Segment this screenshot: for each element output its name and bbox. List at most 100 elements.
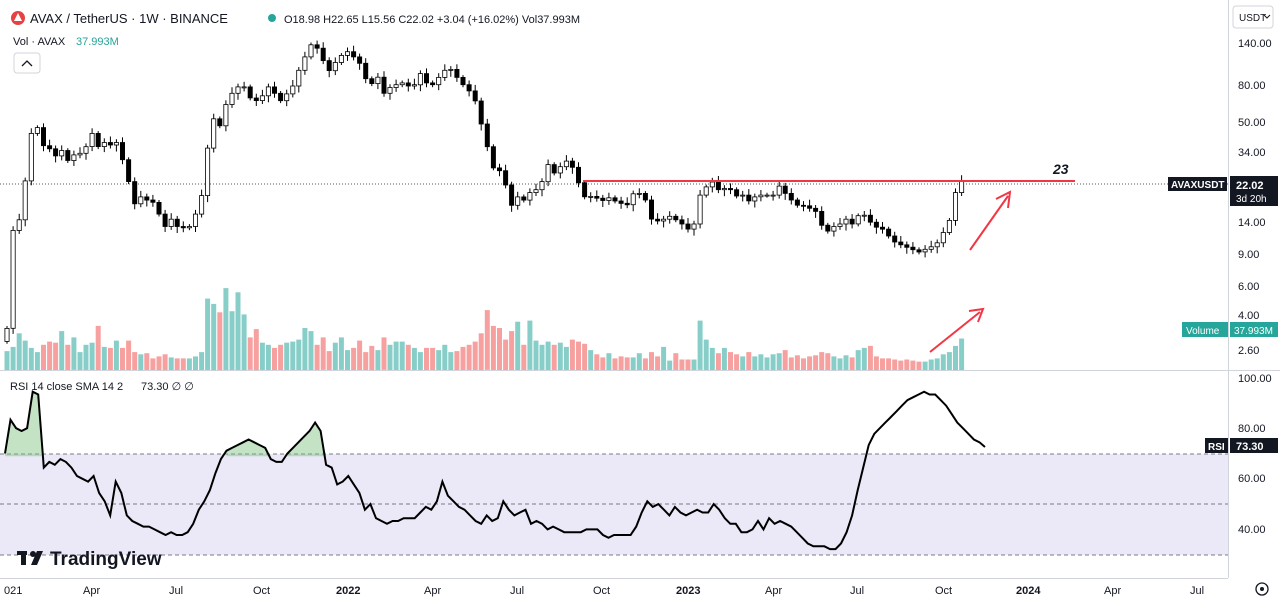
candle-body[interactable] xyxy=(132,181,138,205)
candle-body[interactable] xyxy=(946,219,952,233)
candle-body[interactable] xyxy=(126,159,132,182)
candle-body[interactable] xyxy=(199,195,205,215)
candle-body[interactable] xyxy=(229,92,235,105)
candle-body[interactable] xyxy=(673,215,679,221)
candle-body[interactable] xyxy=(369,78,375,84)
candle-body[interactable] xyxy=(594,195,600,199)
candle-body[interactable] xyxy=(892,235,898,243)
candle-body[interactable] xyxy=(831,226,837,232)
candle-body[interactable] xyxy=(801,204,807,207)
candle-body[interactable] xyxy=(496,167,502,172)
candle-body[interactable] xyxy=(600,197,606,201)
candle-body[interactable] xyxy=(928,246,934,250)
candle-body[interactable] xyxy=(363,62,369,80)
candle-body[interactable] xyxy=(241,86,247,89)
candle-body[interactable] xyxy=(192,213,198,227)
candle-body[interactable] xyxy=(746,194,752,202)
candle-body[interactable] xyxy=(715,181,721,191)
candle-body[interactable] xyxy=(247,86,253,99)
candle-body[interactable] xyxy=(436,77,442,86)
candle-body[interactable] xyxy=(898,241,904,246)
candle-body[interactable] xyxy=(691,223,697,230)
candle-body[interactable] xyxy=(721,188,727,191)
candle-body[interactable] xyxy=(940,232,946,244)
candle-body[interactable] xyxy=(320,47,326,62)
candle-body[interactable] xyxy=(10,229,16,329)
candle-body[interactable] xyxy=(308,44,314,58)
candle-body[interactable] xyxy=(776,185,782,196)
candle-body[interactable] xyxy=(612,197,618,202)
candle-body[interactable] xyxy=(411,84,417,87)
candle-body[interactable] xyxy=(375,76,381,84)
candle-body[interactable] xyxy=(922,248,928,253)
candle-body[interactable] xyxy=(764,194,770,197)
candle-body[interactable] xyxy=(41,127,47,147)
candle-body[interactable] xyxy=(521,196,527,201)
candle-body[interactable] xyxy=(22,180,28,221)
symbol-title[interactable]: AVAX / TetherUS · 1W · BINANCE xyxy=(30,11,228,26)
candle-body[interactable] xyxy=(642,192,648,201)
candle-body[interactable] xyxy=(405,82,411,87)
candle-body[interactable] xyxy=(265,86,271,97)
candle-body[interactable] xyxy=(423,73,429,84)
candle-body[interactable] xyxy=(107,142,113,146)
candle-body[interactable] xyxy=(953,192,959,221)
candle-body[interactable] xyxy=(53,148,59,157)
candle-body[interactable] xyxy=(326,60,332,71)
candle-body[interactable] xyxy=(959,180,965,193)
candle-body[interactable] xyxy=(430,82,436,86)
candle-body[interactable] xyxy=(393,84,399,88)
candle-body[interactable] xyxy=(186,226,192,229)
candle-body[interactable] xyxy=(357,56,363,64)
candle-body[interactable] xyxy=(478,100,484,125)
candle-body[interactable] xyxy=(515,196,521,206)
candle-body[interactable] xyxy=(338,55,344,63)
candle-body[interactable] xyxy=(144,196,150,201)
candle-body[interactable] xyxy=(387,87,393,94)
candle-body[interactable] xyxy=(624,202,630,206)
candle-body[interactable] xyxy=(685,223,691,230)
candle-body[interactable] xyxy=(886,228,892,237)
candle-body[interactable] xyxy=(472,90,478,102)
candle-body[interactable] xyxy=(679,219,685,225)
candle-body[interactable] xyxy=(618,200,624,204)
volume-arrow[interactable] xyxy=(929,307,985,353)
candle-body[interactable] xyxy=(576,166,582,184)
candle-body[interactable] xyxy=(65,150,71,161)
candle-body[interactable] xyxy=(259,95,265,102)
candle-body[interactable] xyxy=(569,160,575,168)
candle-body[interactable] xyxy=(271,86,277,94)
candle-body[interactable] xyxy=(223,104,229,127)
candle-body[interactable] xyxy=(873,221,879,228)
candle-body[interactable] xyxy=(162,213,168,227)
candle-body[interactable] xyxy=(867,214,873,223)
candle-body[interactable] xyxy=(442,69,448,78)
candle-body[interactable] xyxy=(290,85,296,95)
candle-body[interactable] xyxy=(454,69,460,78)
candle-body[interactable] xyxy=(588,195,594,198)
candle-body[interactable] xyxy=(697,194,703,225)
candle-body[interactable] xyxy=(819,210,825,226)
candle-body[interactable] xyxy=(47,145,53,150)
candle-body[interactable] xyxy=(843,218,849,225)
candle-body[interactable] xyxy=(752,196,758,202)
candle-body[interactable] xyxy=(837,223,843,227)
candlesticks[interactable] xyxy=(4,40,965,344)
candle-body[interactable] xyxy=(113,142,119,146)
volume-legend-label[interactable]: Vol · AVAX xyxy=(13,36,66,48)
candle-body[interactable] xyxy=(557,166,563,174)
candle-body[interactable] xyxy=(101,142,107,147)
candle-body[interactable] xyxy=(28,132,34,182)
candle-body[interactable] xyxy=(4,327,10,342)
candle-body[interactable] xyxy=(855,215,861,225)
tradingview-logo[interactable]: TradingView xyxy=(17,549,162,570)
candle-body[interactable] xyxy=(661,218,667,222)
candle-body[interactable] xyxy=(217,118,223,127)
candle-body[interactable] xyxy=(849,218,855,225)
collapse-legend-button[interactable] xyxy=(13,52,41,74)
candle-body[interactable] xyxy=(16,219,22,231)
candle-body[interactable] xyxy=(284,93,290,102)
candle-body[interactable] xyxy=(156,201,162,215)
candle-body[interactable] xyxy=(734,189,740,197)
